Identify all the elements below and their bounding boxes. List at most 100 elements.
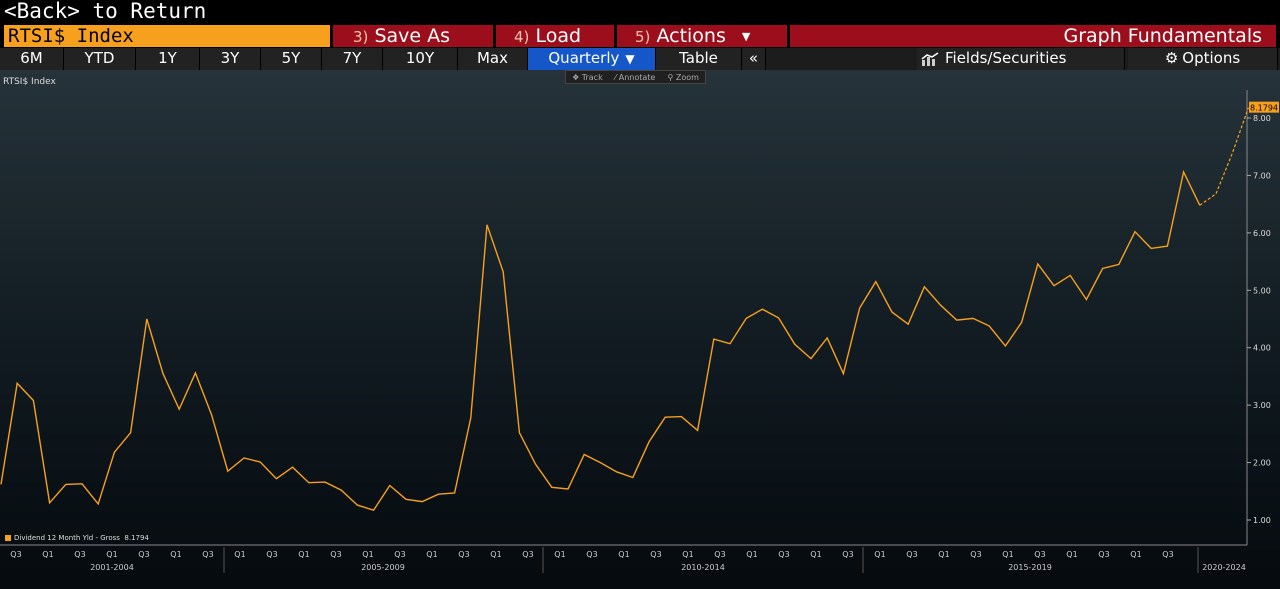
legend-series-name: Dividend 12 Month Yld - Gross <box>14 534 120 542</box>
tab-6m[interactable]: 6M <box>0 48 64 70</box>
tab-quarterly[interactable]: Quarterly ▼ <box>528 48 656 70</box>
x-tick-label: Q1 <box>106 550 117 559</box>
x-tick-label: Q3 <box>74 550 85 559</box>
actions-label: Actions <box>656 25 726 47</box>
tab-1y[interactable]: 1Y <box>136 48 200 70</box>
x-tick-label: Q3 <box>266 550 277 559</box>
x-tick-label: Q3 <box>970 550 981 559</box>
x-period-label: 2005-2009 <box>361 563 405 572</box>
caret-down-icon: ▼ <box>741 29 751 43</box>
load-number: 4) <box>514 28 530 46</box>
load-button[interactable]: 4) Load <box>496 25 614 47</box>
chart-title: RTSI$ Index <box>3 77 56 87</box>
annotate-tool[interactable]: ⁄ Annotate <box>614 72 656 82</box>
x-tick-label: Q1 <box>682 550 693 559</box>
graph-fundamentals-button[interactable]: Graph Fundamentals <box>790 25 1276 47</box>
chart-legend[interactable]: Dividend 12 Month Yld - Gross 8.1794 <box>5 534 149 542</box>
x-tick-label: Q3 <box>330 550 341 559</box>
x-period-label: 2001-2004 <box>90 563 134 572</box>
x-tick-label: Q1 <box>234 550 245 559</box>
actions-number: 5) <box>635 28 651 46</box>
last-value-label: 8.1794 <box>1250 104 1278 113</box>
x-period-label: 2020-2024 <box>1202 563 1246 572</box>
zoom-label: Zoom <box>675 72 699 82</box>
projection-line[interactable] <box>1199 107 1249 206</box>
x-tick-label: Q1 <box>298 550 309 559</box>
x-tick-label: Q3 <box>778 550 789 559</box>
x-tick-label: Q1 <box>426 550 437 559</box>
command-line[interactable]: <Back> to Return <box>0 0 1280 24</box>
x-tick-label: Q1 <box>938 550 949 559</box>
x-tick-label: Q1 <box>362 550 373 559</box>
chart-tools-bar: ❖ Track ⁄ Annotate ⚲ Zoom <box>565 70 706 84</box>
chart-area <box>0 70 1280 589</box>
x-period-label: 2015-2019 <box>1008 563 1052 572</box>
tab-max[interactable]: Max <box>458 48 528 70</box>
x-tick-label: Q3 <box>586 550 597 559</box>
x-tick-label: Q3 <box>1034 550 1045 559</box>
x-tick-label: Q1 <box>170 550 181 559</box>
function-toolbar: RTSI$ Index 3) Save As 4) Load 5) Action… <box>0 24 1280 48</box>
y-tick-label: 8.00 <box>1253 114 1271 123</box>
x-tick-label: Q3 <box>1162 550 1173 559</box>
save-as-number: 3) <box>353 28 369 46</box>
tab-quarterly-label: Quarterly <box>548 49 620 67</box>
tab-10y[interactable]: 10Y <box>383 48 458 70</box>
y-tick-label: 1.00 <box>1253 516 1271 525</box>
x-tick-label: Q3 <box>138 550 149 559</box>
load-label: Load <box>535 25 582 47</box>
y-tick-label: 7.00 <box>1253 171 1271 180</box>
x-tick-label: Q1 <box>618 550 629 559</box>
magnifier-icon: ⚲ <box>667 72 674 82</box>
fields-securities-label: Fields/Securities <box>945 49 1067 67</box>
collapse-button[interactable]: « <box>742 48 766 70</box>
chart-line-icon <box>921 51 939 66</box>
triangle-down-icon: ▼ <box>625 52 635 66</box>
x-tick-label: Q1 <box>1002 550 1013 559</box>
x-tick-label: Q1 <box>746 550 757 559</box>
gear-icon: ⚙ <box>1164 49 1179 67</box>
y-tick-label: 4.00 <box>1253 344 1271 353</box>
x-tick-label: Q3 <box>522 550 533 559</box>
save-as-button[interactable]: 3) Save As <box>333 25 493 47</box>
security-field[interactable]: RTSI$ Index <box>4 25 330 47</box>
x-tick-label: Q1 <box>490 550 501 559</box>
track-tool[interactable]: ❖ Track <box>572 72 603 82</box>
y-tick-label: 5.00 <box>1253 286 1271 295</box>
x-tick-label: Q3 <box>714 550 725 559</box>
x-tick-label: Q1 <box>810 550 821 559</box>
fields-securities-button[interactable]: Fields/Securities <box>917 48 1125 70</box>
y-tick-label: 2.00 <box>1253 459 1271 468</box>
zoom-tool[interactable]: ⚲ Zoom <box>667 73 698 82</box>
legend-series-last: 8.1794 <box>124 534 149 542</box>
period-tabs: 6M YTD 1Y 3Y 5Y 7Y 10Y Max Quarterly ▼ Ta… <box>0 48 1280 70</box>
legend-swatch <box>5 535 11 541</box>
tab-7y[interactable]: 7Y <box>322 48 383 70</box>
plot-area: 8.1794 <box>0 101 1279 512</box>
y-tick-label: 6.00 <box>1253 229 1271 238</box>
x-tick-label: Q3 <box>906 550 917 559</box>
track-label: Track <box>581 72 603 82</box>
tab-table[interactable]: Table <box>656 48 742 70</box>
actions-menu-button[interactable]: 5) Actions ▼ <box>617 25 787 47</box>
x-tick-label: Q3 <box>394 550 405 559</box>
x-period-label: 2010-2014 <box>681 563 725 572</box>
options-label: Options <box>1182 49 1241 67</box>
x-tick-label: Q3 <box>202 550 213 559</box>
x-axis: Q3 Q1 Q3 Q1 Q3 Q1 Q3 Q1 Q3 Q1 Q3 Q1 Q3 Q1 Q3 Q1 Q3 Q1 Q3 Q1… <box>0 544 1247 573</box>
y-tick-label: 3.00 <box>1253 401 1271 410</box>
x-tick-label: Q1 <box>1066 550 1077 559</box>
save-as-label: Save As <box>374 25 451 47</box>
tab-ytd[interactable]: YTD <box>64 48 136 70</box>
series-line[interactable] <box>0 169 1201 512</box>
options-button[interactable]: ⚙ Options <box>1128 48 1278 70</box>
x-tick-label: Q3 <box>10 550 21 559</box>
tab-5y[interactable]: 5Y <box>261 48 322 70</box>
x-tick-label: Q3 <box>458 550 469 559</box>
annotate-label: Annotate <box>618 72 656 82</box>
x-tick-label: Q1 <box>1130 550 1141 559</box>
y-axis: 1.00 2.00 3.00 4.00 5.00 6.00 7.00 8.00 <box>1246 90 1271 545</box>
x-tick-label: Q3 <box>842 550 853 559</box>
tab-3y[interactable]: 3Y <box>200 48 261 70</box>
